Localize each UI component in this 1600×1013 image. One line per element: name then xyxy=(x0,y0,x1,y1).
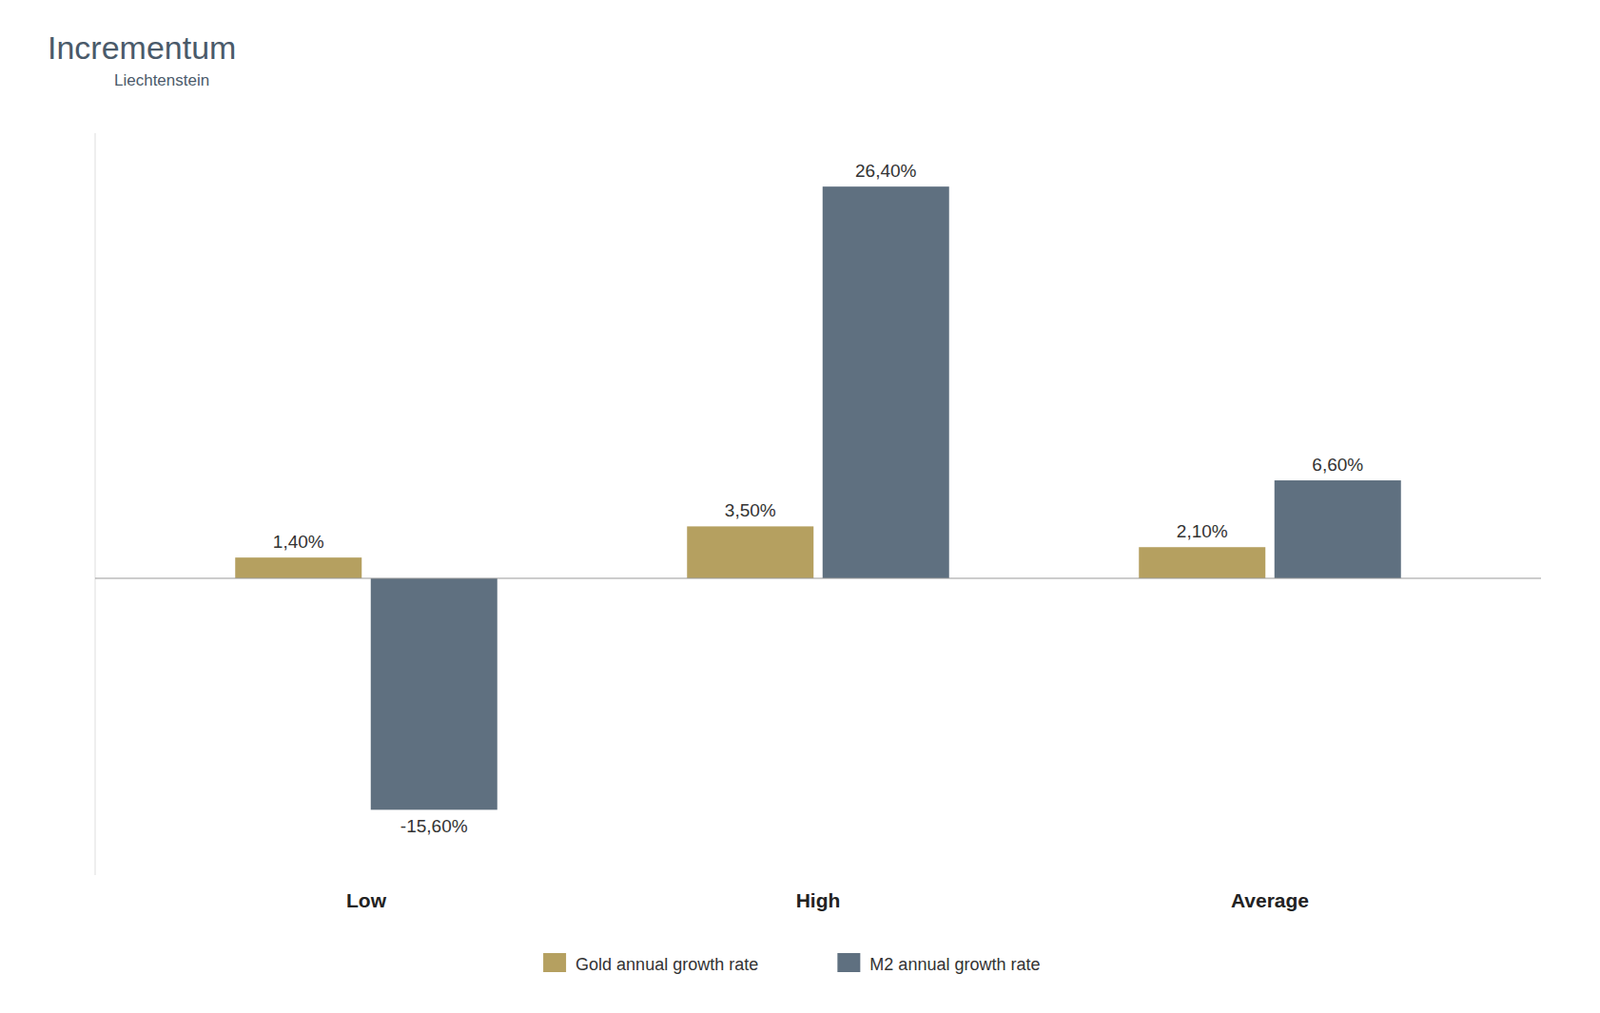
bar xyxy=(1138,546,1266,579)
data-labels: 1,40% 3,50% 2,10% -15,60% 26,40% 6,60% xyxy=(273,160,1364,837)
y-range-line xyxy=(95,133,97,876)
bar xyxy=(686,526,814,579)
data-label: 1,40% xyxy=(273,531,325,552)
data-label: 6,60% xyxy=(1311,454,1364,475)
x-tick-label: High xyxy=(796,889,841,912)
data-label: 2,10% xyxy=(1176,521,1229,542)
bar xyxy=(1274,480,1402,579)
x-tick-label: Low xyxy=(346,889,388,912)
bar xyxy=(234,557,362,579)
legend: Gold annual growth rate M2 annual growth … xyxy=(543,953,1040,975)
zero-line xyxy=(95,578,1542,580)
data-label: 3,50% xyxy=(724,500,777,521)
legend-swatch xyxy=(543,953,566,973)
legend-swatch xyxy=(837,953,860,973)
bars xyxy=(234,186,1402,810)
annotation: Liechtenstein xyxy=(114,71,210,90)
annotation: Incrementum xyxy=(47,29,236,66)
bar xyxy=(370,578,498,810)
bar xyxy=(822,186,950,579)
data-label: 26,40% xyxy=(855,160,918,181)
legend-label: Gold annual growth rate xyxy=(575,955,759,975)
data-label: -15,60% xyxy=(400,816,469,837)
x-tick-label: Average xyxy=(1230,889,1309,912)
chart: Incrementum Liechtenstein 1,40% 3,50% 2,10% -… xyxy=(0,0,1600,1013)
legend-label: M2 annual growth rate xyxy=(869,955,1040,975)
